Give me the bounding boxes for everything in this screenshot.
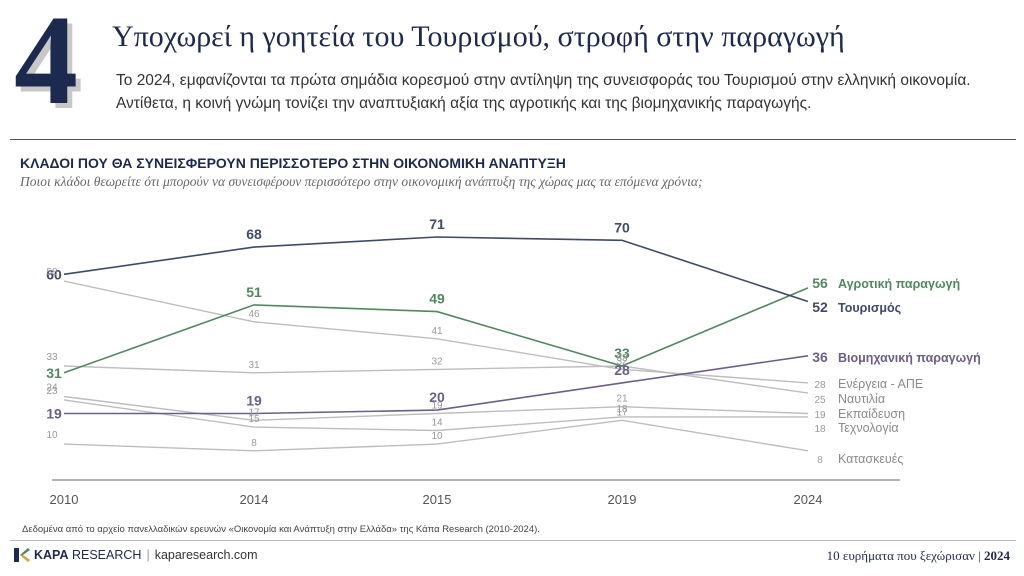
data-label: 28 bbox=[614, 362, 630, 378]
data-label: 18 bbox=[616, 404, 628, 415]
x-tick-label: 2024 bbox=[794, 492, 823, 507]
data-label: 70 bbox=[614, 219, 630, 235]
end-value-label: 56 bbox=[812, 275, 828, 291]
data-label: 24 bbox=[46, 383, 58, 394]
page-title: Υποχωρεί η γοητεία του Τουρισμού, στροφή… bbox=[112, 20, 845, 53]
series-name-label: Τεχνολογία bbox=[838, 421, 899, 435]
series-name-label: Ενέργεια - ΑΠΕ bbox=[838, 377, 923, 391]
end-value-label: 25 bbox=[814, 395, 826, 406]
series-name-label: Αγροτική παραγωγή bbox=[838, 277, 960, 291]
chart-title: ΚΛΑΔΟΙ ΠΟΥ ΘΑ ΣΥΝΕΙΣΦΕΡΟΥΝ ΠΕΡΙΣΣΟΤΕΡΟ Σ… bbox=[20, 155, 566, 171]
series-line bbox=[63, 399, 808, 432]
x-tick-label: 2015 bbox=[423, 492, 452, 507]
series-name-label: Βιομηχανική παραγωγή bbox=[838, 351, 981, 365]
brand-name-rest: RESEARCH bbox=[71, 548, 142, 562]
data-label: 17 bbox=[616, 407, 628, 418]
end-value-label: 52 bbox=[812, 299, 828, 315]
data-label: 19 bbox=[46, 406, 62, 422]
section-number: 4 bbox=[14, 0, 78, 131]
data-label: 19 bbox=[431, 401, 443, 412]
x-tick-label: 2014 bbox=[240, 492, 269, 507]
footer-divider bbox=[10, 540, 1016, 541]
series-line bbox=[63, 365, 809, 394]
series-line bbox=[63, 419, 809, 452]
chart-subtitle: Ποιοι κλάδοι θεωρείτε ότι μπορούν να συν… bbox=[20, 174, 703, 189]
header-divider bbox=[10, 139, 1016, 140]
x-tick-label: 2019 bbox=[608, 492, 637, 507]
data-label: 14 bbox=[431, 418, 443, 429]
series-name-label: Κατασκευές bbox=[838, 452, 903, 466]
data-label: 33 bbox=[616, 353, 628, 364]
brand-name-strong: KAPA bbox=[34, 548, 69, 562]
data-label: 32 bbox=[431, 356, 443, 367]
data-label: 46 bbox=[248, 309, 260, 320]
website-link[interactable]: kaparesearch.com bbox=[154, 548, 258, 562]
data-label: 68 bbox=[246, 226, 262, 242]
data-label: 33 bbox=[614, 345, 630, 361]
footer-year: 2024 bbox=[984, 548, 1010, 563]
data-label: 31 bbox=[46, 365, 62, 381]
data-label: 31 bbox=[248, 360, 260, 371]
end-value-label: 18 bbox=[814, 424, 826, 435]
data-label: 60 bbox=[46, 266, 62, 282]
data-label: 20 bbox=[429, 389, 445, 405]
data-label: 8 bbox=[251, 438, 257, 449]
data-label: 23 bbox=[46, 386, 58, 397]
series-line bbox=[63, 236, 809, 303]
kapa-logo-icon bbox=[14, 548, 30, 562]
data-label: 49 bbox=[429, 291, 445, 307]
series-line bbox=[64, 355, 809, 415]
source-note: Δεδομένα από το αρχείο πανελλαδικών ερευ… bbox=[22, 524, 540, 535]
series-line bbox=[63, 395, 809, 422]
data-label: 71 bbox=[429, 216, 445, 232]
data-label: 32 bbox=[616, 356, 628, 367]
end-value-label: 8 bbox=[817, 455, 823, 466]
data-label: 51 bbox=[246, 284, 262, 300]
data-label: 58 bbox=[46, 267, 58, 278]
x-tick-label: 2010 bbox=[50, 492, 79, 507]
end-value-label: 28 bbox=[814, 380, 826, 391]
end-value-label: 36 bbox=[812, 349, 828, 365]
series-name-label: Τουρισμός bbox=[838, 301, 901, 315]
series-line bbox=[63, 287, 809, 374]
footer-series-label: 10 ευρήματα που ξεχώρισαν bbox=[826, 548, 975, 563]
series-name-label: Ναυτιλία bbox=[838, 392, 885, 406]
data-label: 10 bbox=[46, 430, 58, 441]
data-label: 21 bbox=[616, 394, 628, 405]
data-label: 15 bbox=[248, 414, 260, 425]
brand-logo: KAPA RESEARCH | kaparesearch.com bbox=[14, 548, 258, 562]
data-label: 19 bbox=[246, 393, 262, 409]
data-label: 33 bbox=[46, 352, 58, 363]
series-name-label: Εκπαίδευση bbox=[838, 407, 905, 421]
data-label: 10 bbox=[431, 431, 443, 442]
footer-series: 10 ευρήματα που ξεχώρισαν | 2024 bbox=[826, 548, 1010, 563]
data-label: 17 bbox=[248, 407, 260, 418]
page-subtitle: Το 2024, εμφανίζονται τα πρώτα σημάδια κ… bbox=[116, 72, 971, 112]
end-value-label: 19 bbox=[814, 410, 826, 421]
data-label: 41 bbox=[431, 326, 443, 337]
